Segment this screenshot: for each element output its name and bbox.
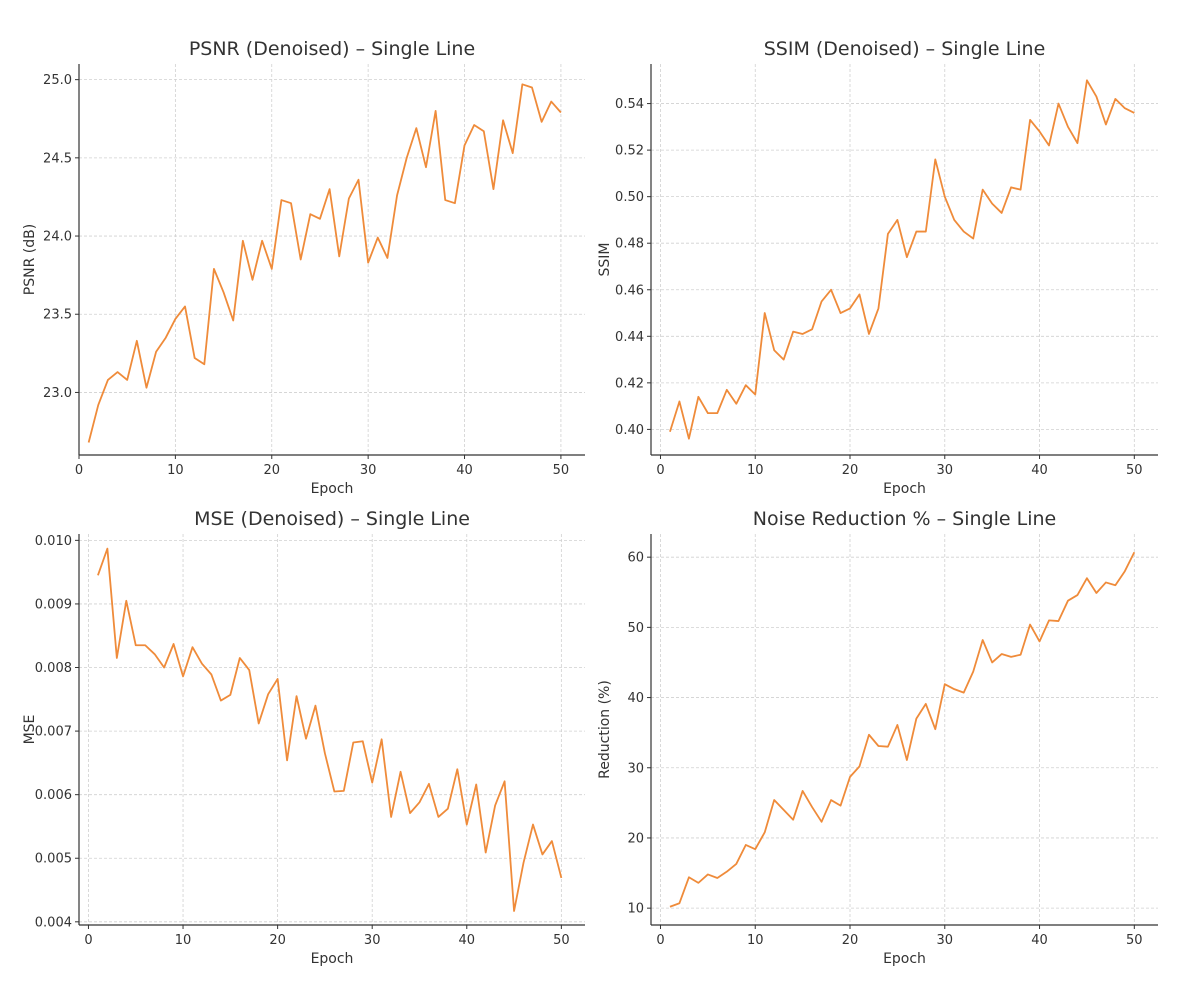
ssim-y-tick-label: 0.54 — [615, 97, 644, 112]
ssim-y-tick-label: 0.40 — [615, 423, 644, 438]
noise-reduction-x-tick-label: 0 — [656, 933, 664, 948]
noise-reduction-x-tick-label: 40 — [1031, 933, 1048, 948]
mse-x-tick-label: 20 — [269, 933, 286, 948]
ssim-x-tick-label: 50 — [1126, 463, 1143, 478]
mse-chart: 0 10 20 30 40 50 0.004 0.005 0.006 0.007 0.008 0.00… — [22, 508, 585, 967]
noise-reduction-y-tick-label: 30 — [627, 761, 644, 776]
noise-reduction-chart: 0 10 20 30 40 50 10 20 30 40 50 60 Noise Reduction %… — [597, 508, 1158, 967]
noise-reduction-x-tick-label: 50 — [1126, 933, 1143, 948]
mse-x-tick-label: 10 — [175, 933, 192, 948]
ssim-y-tick-label: 0.44 — [615, 330, 644, 345]
ssim-x-tick-label: 0 — [656, 463, 664, 478]
ssim-x-tick-label: 20 — [842, 463, 859, 478]
ssim-x-tick-label: 10 — [747, 463, 764, 478]
ssim-y-tick-label: 0.42 — [615, 376, 644, 391]
ssim-chart: 0 10 20 30 40 50 0.40 0.42 0.44 0.46 0.48 0.50 0.52 0… — [597, 38, 1158, 497]
psnr-y-tick-label: 24.5 — [43, 151, 72, 166]
psnr-y-tick-label: 25.0 — [43, 73, 72, 88]
noise-reduction-y-tick-label: 50 — [627, 621, 644, 636]
noise-reduction-x-axis-label: Epoch — [883, 951, 926, 967]
ssim-x-tick-label: 40 — [1031, 463, 1048, 478]
mse-y-axis-label: MSE — [22, 715, 38, 745]
psnr-y-tick-label: 24.0 — [43, 230, 72, 245]
noise-reduction-y-tick-label: 10 — [627, 902, 644, 917]
noise-reduction-x-tick-label: 10 — [747, 933, 764, 948]
psnr-x-tick-label: 0 — [75, 463, 83, 478]
psnr-x-tick-label: 50 — [553, 463, 570, 478]
ssim-x-tick-label: 30 — [937, 463, 954, 478]
ssim-chart-title: SSIM (Denoised) – Single Line — [764, 38, 1046, 60]
noise-reduction-y-tick-label: 20 — [627, 831, 644, 846]
ssim-x-axis-label: Epoch — [883, 481, 926, 497]
psnr-x-tick-label: 20 — [263, 463, 280, 478]
psnr-x-tick-label: 40 — [456, 463, 473, 478]
mse-y-tick-label: 0.009 — [35, 597, 72, 612]
ssim-y-axis-label: SSIM — [597, 243, 613, 277]
mse-x-tick-label: 30 — [364, 933, 381, 948]
ssim-y-tick-label: 0.50 — [615, 190, 644, 205]
noise-reduction-series-line — [669, 551, 1136, 908]
psnr-y-tick-label: 23.0 — [43, 386, 72, 401]
mse-y-tick-label: 0.004 — [35, 915, 72, 930]
noise-reduction-x-tick-label: 30 — [937, 933, 954, 948]
mse-x-tick-label: 0 — [84, 933, 92, 948]
psnr-y-tick-label: 23.5 — [43, 308, 72, 323]
psnr-chart: 0 10 20 30 40 50 23.0 23.5 24.0 24.5 25.0 PSNR (Den… — [22, 38, 585, 497]
ssim-y-tick-label: 0.52 — [615, 144, 644, 159]
noise-reduction-x-tick-label: 20 — [842, 933, 859, 948]
psnr-series-line — [87, 83, 562, 443]
noise-reduction-y-tick-label: 60 — [627, 551, 644, 566]
mse-y-tick-label: 0.007 — [35, 725, 72, 740]
mse-y-tick-label: 0.010 — [35, 534, 72, 549]
psnr-x-tick-label: 10 — [167, 463, 184, 478]
psnr-chart-title: PSNR (Denoised) – Single Line — [189, 38, 475, 60]
mse-y-tick-label: 0.008 — [35, 661, 72, 676]
mse-series-line — [97, 547, 563, 912]
ssim-series-line — [669, 79, 1135, 440]
mse-x-tick-label: 50 — [553, 933, 570, 948]
psnr-x-axis-label: Epoch — [311, 481, 354, 497]
ssim-y-tick-label: 0.46 — [615, 283, 644, 298]
psnr-x-tick-label: 30 — [360, 463, 377, 478]
noise-reduction-y-axis-label: Reduction (%) — [597, 680, 613, 779]
mse-x-axis-label: Epoch — [311, 951, 354, 967]
mse-x-tick-label: 40 — [459, 933, 476, 948]
mse-y-tick-label: 0.006 — [35, 788, 72, 803]
mse-chart-title: MSE (Denoised) – Single Line — [194, 508, 470, 530]
mse-y-tick-label: 0.005 — [35, 852, 72, 867]
psnr-y-axis-label: PSNR (dB) — [22, 224, 38, 295]
ssim-y-tick-label: 0.48 — [615, 237, 644, 252]
noise-reduction-chart-title: Noise Reduction % – Single Line — [753, 508, 1056, 530]
noise-reduction-y-tick-label: 40 — [627, 691, 644, 706]
